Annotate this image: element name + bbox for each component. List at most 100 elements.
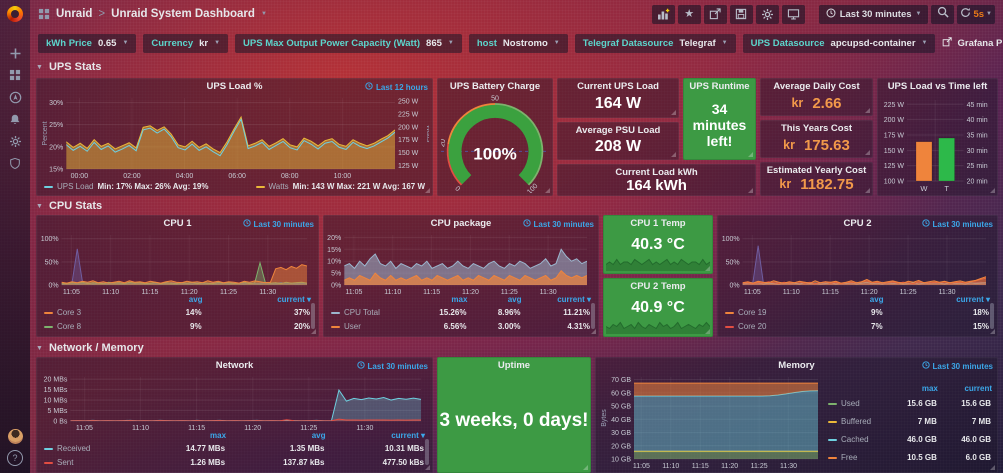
panel-title[interactable]: Average Daily Cost xyxy=(773,81,860,92)
row-header-cpu-stats[interactable]: ▼ CPU Stats xyxy=(36,200,103,212)
panel-time-range[interactable]: Last 30 minutes xyxy=(242,219,314,229)
resize-handle[interactable] xyxy=(671,152,676,157)
panel-title[interactable]: This Years Cost xyxy=(780,123,853,134)
link-grafana-plex-theme[interactable]: Grafana Plex Theme xyxy=(942,36,1003,50)
share-button[interactable] xyxy=(703,4,727,24)
variable-telegraf-datasource[interactable]: Telegraf Datasource Telegraf ▼ xyxy=(574,33,736,53)
resize-handle[interactable] xyxy=(545,188,550,193)
memory-chart[interactable]: 10 GB 20 GB 30 GB 40 GB 50 GB 60 GB 70 GB 11:05… xyxy=(601,377,992,470)
cpu2-chart[interactable]: 0% 50% 100% 11:05 11:10 11:15 11:20 11:25 11:30 a… xyxy=(721,231,994,334)
panel-title[interactable]: Uptime xyxy=(497,360,531,371)
resize-handle[interactable] xyxy=(990,465,995,470)
resize-handle[interactable] xyxy=(591,329,596,334)
breadcrumb-dashboard-title[interactable]: Unraid System Dashboard xyxy=(111,8,255,20)
network-chart[interactable]: 0 Bs 5 MBs 10 MBs 15 MBs 20 MBs 11:05 11:10 11:… xyxy=(40,373,429,470)
panel-time-range[interactable]: Last 12 hours xyxy=(365,82,428,92)
resize-handle[interactable] xyxy=(990,188,995,193)
resize-handle[interactable] xyxy=(311,329,316,334)
panel-title[interactable]: CPU 1 Temp xyxy=(630,218,686,229)
panel-title[interactable]: UPS Load % xyxy=(206,81,263,92)
resize-handle[interactable] xyxy=(865,108,870,113)
search-button[interactable] xyxy=(931,4,955,24)
gear-icon[interactable] xyxy=(7,134,23,148)
panel-title[interactable]: Current UPS Load xyxy=(577,81,659,92)
grafana-logo-icon[interactable] xyxy=(7,6,23,22)
panel-title[interactable]: CPU 2 Temp xyxy=(630,281,686,292)
bell-icon[interactable] xyxy=(7,112,23,126)
resize-handle[interactable] xyxy=(705,329,710,334)
breadcrumb[interactable]: Unraid > Unraid System Dashboard ▼ xyxy=(38,8,267,20)
panel-time-range[interactable]: Last 30 minutes xyxy=(522,219,594,229)
svg-text:25 min: 25 min xyxy=(967,163,988,170)
resize-handle[interactable] xyxy=(990,329,995,334)
panel-title[interactable]: UPS Load vs Time left xyxy=(887,81,988,92)
row-header-ups-stats[interactable]: ▼ UPS Stats xyxy=(36,61,102,73)
panel-title[interactable]: Current Load kWh xyxy=(615,167,698,178)
panel-title[interactable]: CPU 1 xyxy=(163,218,192,229)
panel-title[interactable]: Memory xyxy=(778,360,815,371)
resize-handle[interactable] xyxy=(671,110,676,115)
svg-text:125 W: 125 W xyxy=(884,163,905,170)
resize-handle[interactable] xyxy=(865,188,870,193)
svg-text:100%: 100% xyxy=(722,236,740,243)
cpu-package-chart[interactable]: 0% 5% 10% 15% 20% 11:05 11:10 11:15 11:20 11:25 11… xyxy=(327,231,595,334)
refresh-interval[interactable]: 5s xyxy=(973,8,985,20)
resize-handle[interactable] xyxy=(583,465,588,470)
resize-handle[interactable] xyxy=(865,150,870,155)
svg-text:Percent: Percent xyxy=(42,121,49,145)
panel-title[interactable]: UPS Battery Charge xyxy=(449,81,541,92)
star-button[interactable]: ★ xyxy=(677,4,701,24)
ups-load-vs-time-chart[interactable]: 100 W 125 W 150 W 175 W 200 W 225 W 20 min 25 m… xyxy=(881,94,994,193)
resize-handle[interactable] xyxy=(425,465,430,470)
panel-title[interactable]: Network xyxy=(215,360,254,371)
variable-kwh-price[interactable]: kWh Price 0.65 ▼ xyxy=(38,33,137,53)
resize-handle[interactable] xyxy=(705,266,710,271)
variable-ups-max-output-power-capacity-watt[interactable]: UPS Max Output Power Capacity (Watt) 865 ▼ xyxy=(235,33,462,53)
svg-text:06:00: 06:00 xyxy=(228,173,246,180)
resize-handle[interactable] xyxy=(748,188,753,193)
plus-icon[interactable] xyxy=(7,46,23,60)
svg-text:11:25: 11:25 xyxy=(501,289,518,294)
time-range-picker[interactable]: Last 30 minutes ▼ xyxy=(818,4,929,24)
panel-time-range[interactable]: Last 30 minutes xyxy=(921,219,993,229)
ups-load-chart[interactable]: 15% 20% 25% 30% 125 W 150 W 175 W 200 W 225 W 250… xyxy=(40,94,429,193)
panel-time-range[interactable]: Last 30 minutes xyxy=(356,361,428,371)
clock-icon xyxy=(522,219,531,229)
svg-text:45 min: 45 min xyxy=(967,102,988,109)
monitor-button[interactable] xyxy=(781,4,805,24)
svg-text:11:15: 11:15 xyxy=(822,289,839,294)
svg-text:Bytes: Bytes xyxy=(601,409,608,427)
sidebar-menu xyxy=(0,46,30,170)
panel-time-range[interactable]: Last 30 minutes xyxy=(921,361,993,371)
chevron-down-icon[interactable]: ▼ xyxy=(260,11,267,17)
cpu1-chart[interactable]: 0% 50% 100% 11:05 11:10 11:15 11:20 11:25 11:30 a… xyxy=(40,231,315,334)
clock-icon xyxy=(356,361,365,371)
panel-title[interactable]: UPS Runtime xyxy=(689,81,750,92)
resize-handle[interactable] xyxy=(425,188,430,193)
svg-text:100%: 100% xyxy=(41,236,59,243)
svg-text:11:15: 11:15 xyxy=(423,289,440,294)
panel-title[interactable]: Average PSU Load xyxy=(575,125,661,136)
apps-icon[interactable] xyxy=(7,68,23,82)
gear-button[interactable] xyxy=(755,4,779,24)
save-button[interactable] xyxy=(729,4,753,24)
add-panel-button[interactable] xyxy=(651,4,675,24)
avatar-icon[interactable] xyxy=(7,428,23,444)
variable-ups-datasource[interactable]: UPS Datasource apcupsd-container ▼ xyxy=(742,33,936,53)
variable-host[interactable]: host Nostromo ▼ xyxy=(468,33,568,53)
resize-handle[interactable] xyxy=(748,152,753,157)
svg-text:11:10: 11:10 xyxy=(783,289,800,294)
svg-text:11:05: 11:05 xyxy=(633,463,650,470)
variable-currency[interactable]: Currency kr ▼ xyxy=(143,33,229,53)
row-header-network-memory[interactable]: ▼ Network / Memory xyxy=(36,342,144,354)
panel-title[interactable]: CPU 2 xyxy=(843,218,872,229)
battery-gauge[interactable]: 0 20 50 100 100% xyxy=(441,94,549,193)
panel-title[interactable]: Estimated Yearly Cost xyxy=(766,165,867,176)
panel-average-psu-load: Average PSU Load 208 W xyxy=(557,122,679,160)
breadcrumb-folder[interactable]: Unraid xyxy=(56,8,93,20)
refresh-button[interactable]: 5s ▼ xyxy=(957,4,995,24)
help-icon[interactable]: ? xyxy=(7,450,23,466)
panel-title[interactable]: CPU package xyxy=(430,218,492,229)
compass-icon[interactable] xyxy=(7,90,23,104)
shield-icon[interactable] xyxy=(7,156,23,170)
